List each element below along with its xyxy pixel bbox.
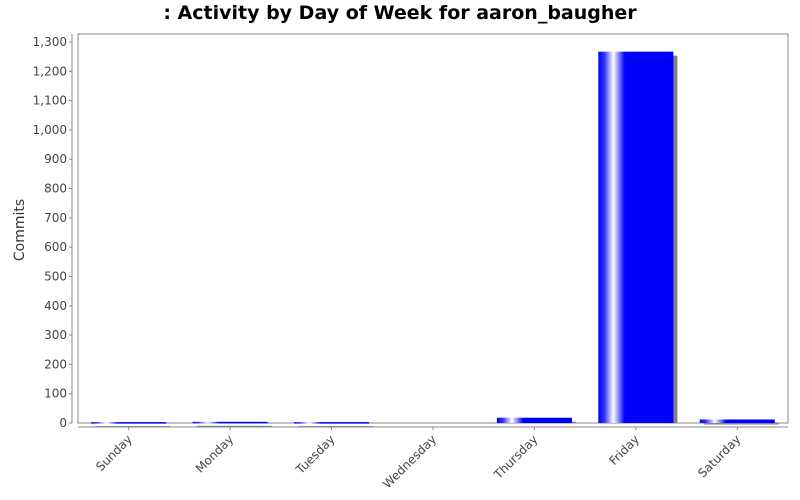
x-axis: Sunday Monday Tuesday Wednesday Thursday Frid… [78, 426, 788, 491]
y-tick-label: 0 [59, 416, 67, 430]
bar-friday [598, 51, 674, 423]
bar-monday [192, 421, 268, 424]
y-axis-title: Commits [12, 199, 28, 261]
bar-shadow [196, 425, 272, 427]
y-tick-label: 300 [44, 328, 67, 342]
bar-sunday [91, 422, 167, 424]
x-tick-label: Monday [193, 432, 236, 475]
y-tick-label: 1,100 [33, 94, 67, 108]
y-tick-label: 400 [44, 299, 67, 313]
plot-area [77, 33, 789, 424]
y-axis: 0 100 200 300 400 500 600 700 800 900 1,000 1,100 1,… [33, 34, 73, 430]
bar-shadow [703, 423, 779, 425]
x-tick-label: Sunday [93, 432, 135, 474]
y-tick-label: 1,000 [33, 123, 67, 137]
y-tick-label: 800 [44, 182, 67, 196]
y-tick-label: 900 [44, 152, 67, 166]
x-tick-label: Friday [606, 432, 642, 468]
x-tick-label: Tuesday [293, 432, 338, 477]
y-tick-label: 700 [44, 211, 67, 225]
bar-shadow [95, 426, 171, 428]
chart-title: : Activity by Day of Week for aaron_baug… [163, 2, 637, 24]
x-tick-label: Wednesday [380, 432, 439, 491]
y-tick-label: 600 [44, 240, 67, 254]
x-tick-label: Thursday [490, 432, 540, 482]
bars [91, 51, 779, 428]
y-tick-label: 1,300 [33, 35, 67, 49]
bar-thursday [496, 417, 572, 423]
x-tick-label: Saturday [695, 432, 743, 480]
y-tick-label: 100 [44, 387, 67, 401]
y-tick-label: 1,200 [33, 64, 67, 78]
y-tick-label: 200 [44, 357, 67, 371]
bar-shadow [298, 426, 374, 428]
bar-tuesday [294, 422, 370, 424]
y-tick-label: 500 [44, 269, 67, 283]
bar-saturday [699, 419, 775, 423]
